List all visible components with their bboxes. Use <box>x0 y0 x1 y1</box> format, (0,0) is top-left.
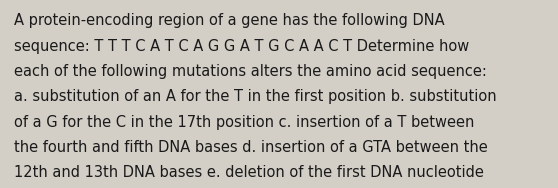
Text: 12th and 13th DNA bases e. deletion of the first DNA nucleotide: 12th and 13th DNA bases e. deletion of t… <box>14 165 484 180</box>
Text: A protein-encoding region of a gene has the following DNA: A protein-encoding region of a gene has … <box>14 13 445 28</box>
Text: the fourth and fifth DNA bases d. insertion of a GTA between the: the fourth and fifth DNA bases d. insert… <box>14 140 488 155</box>
Text: each of the following mutations alters the amino acid sequence:: each of the following mutations alters t… <box>14 64 487 79</box>
Text: of a G for the C in the 17th position c. insertion of a T between: of a G for the C in the 17th position c.… <box>14 115 474 130</box>
Text: a. substitution of an A for the T in the first position b. substitution: a. substitution of an A for the T in the… <box>14 89 497 104</box>
Text: sequence: T T T C A T C A G G A T G C A A C T Determine how: sequence: T T T C A T C A G G A T G C A … <box>14 39 469 54</box>
